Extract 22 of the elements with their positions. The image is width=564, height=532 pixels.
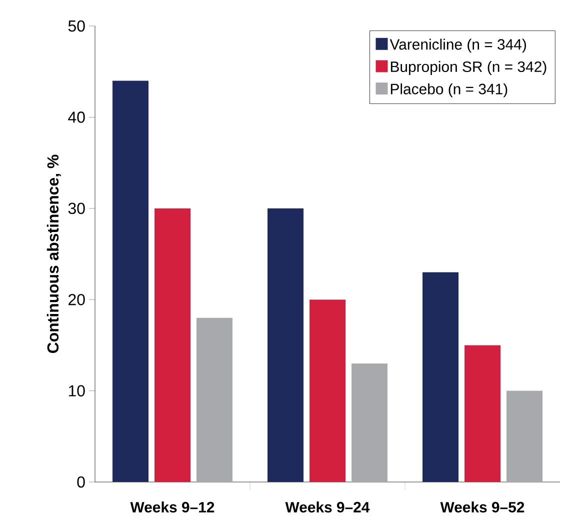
bar <box>196 318 233 482</box>
bar <box>112 80 148 482</box>
bar <box>154 208 190 482</box>
bar <box>422 272 459 482</box>
y-tick-label: 40 <box>68 112 85 123</box>
x-tick-label: Weeks 9–52 <box>440 502 524 512</box>
legend-label: Bupropion SR (n = 342) <box>390 61 546 75</box>
x-tick-label: Weeks 9–24 <box>285 502 370 512</box>
y-tick-label: 20 <box>68 294 85 306</box>
bar <box>352 363 388 482</box>
bar <box>268 208 304 482</box>
legend-label: Placebo (n = 341) <box>390 83 508 98</box>
y-tick-label: 0 <box>77 476 85 488</box>
bar <box>310 300 346 482</box>
y-tick-label: 30 <box>68 202 85 214</box>
legend-label: Varenicline (n = 344) <box>390 38 526 53</box>
y-tick-label: 50 <box>68 20 85 32</box>
y-tick-label: 10 <box>68 385 85 396</box>
x-tick-label: Weeks 9–12 <box>130 502 214 512</box>
bar <box>464 345 501 482</box>
bar <box>506 390 543 482</box>
y-axis-title: Continuous abstinence, % <box>46 154 61 353</box>
